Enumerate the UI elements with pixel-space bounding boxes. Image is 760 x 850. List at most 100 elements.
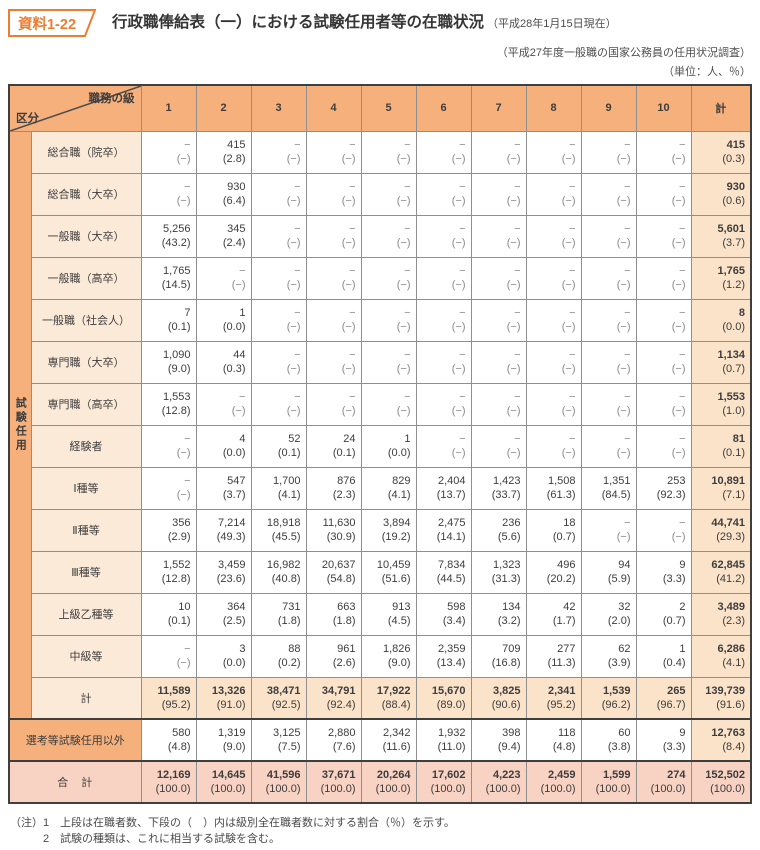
data-cell: 1,319 (9.0)	[195, 718, 252, 762]
cell-count: 20,264	[376, 769, 411, 781]
column-header-grade-2: 2	[195, 84, 252, 132]
cell-percent: (−)	[561, 447, 576, 459]
data-cell: 1,553 (12.8)	[140, 382, 197, 426]
cell-count: −	[294, 181, 301, 193]
cell-percent: (−)	[671, 531, 686, 543]
cell-percent: (−)	[451, 195, 466, 207]
data-cell: 356 (2.9)	[140, 508, 197, 552]
data-cell: − (−)	[415, 382, 472, 426]
cell-count: −	[514, 223, 521, 235]
cell-count: 7,214	[217, 517, 246, 529]
row-label: 専門職（高卒）	[30, 382, 142, 426]
cell-count: 1	[239, 307, 246, 319]
cell-percent: (−)	[341, 363, 356, 375]
cell-percent: (96.7)	[656, 698, 686, 711]
cell-percent: (3.3)	[662, 573, 686, 585]
cell-count: −	[404, 181, 411, 193]
cell-count: 9	[679, 727, 686, 739]
cell-percent: (−)	[286, 321, 301, 333]
cell-percent: (1.0)	[722, 405, 745, 417]
cell-count: −	[404, 349, 411, 361]
cell-percent: (−)	[616, 153, 631, 165]
cell-count: 3,825	[492, 684, 521, 697]
cell-percent: (−)	[561, 153, 576, 165]
cell-count: 12,169	[156, 769, 191, 781]
cell-count: −	[404, 307, 411, 319]
cell-count: 1,932	[437, 727, 466, 739]
data-cell: 41,596 (100.0)	[250, 760, 307, 804]
row-total-cell: 1,553 (1.0)	[690, 382, 752, 426]
data-cell: 496 (20.2)	[525, 550, 582, 594]
data-cell: 3 (0.0)	[195, 634, 252, 678]
cell-count: −	[239, 391, 246, 403]
data-cell: 44 (0.3)	[195, 340, 252, 384]
cell-count: 398	[502, 727, 521, 739]
cell-percent: (−)	[561, 405, 576, 417]
row-total-cell: 10,891 (7.1)	[690, 466, 752, 510]
cell-count: 1,765	[717, 265, 745, 277]
cell-percent: (100.0)	[375, 783, 411, 795]
cell-count: −	[349, 223, 356, 235]
cell-percent: (84.5)	[601, 489, 631, 501]
cell-percent: (9.0)	[222, 741, 246, 753]
cell-percent: (−)	[341, 279, 356, 291]
data-cell: − (−)	[635, 508, 692, 552]
data-cell: − (−)	[360, 214, 417, 258]
cell-percent: (−)	[341, 195, 356, 207]
cell-percent: (100.0)	[265, 783, 301, 795]
cell-count: 1,134	[717, 349, 745, 361]
cell-count: 44	[233, 349, 246, 361]
document-header: 資料1-22 行政職俸給表（一）における試験任用者等の在職状況 （平成28年1月1…	[0, 0, 760, 37]
page-title: 行政職俸給表（一）における試験任用者等の在職状況	[112, 14, 485, 31]
cell-count: 62,845	[711, 559, 745, 571]
data-cell: 4,223 (100.0)	[470, 760, 527, 804]
data-cell: 1,765 (14.5)	[140, 256, 197, 300]
cell-percent: (20.2)	[546, 573, 576, 585]
cell-count: 415	[726, 139, 745, 151]
data-cell: 961 (2.6)	[305, 634, 362, 678]
data-cell: 10,459 (51.6)	[360, 550, 417, 594]
cell-count: 60	[618, 727, 631, 739]
cell-count: 1,826	[382, 643, 411, 655]
cell-count: 356	[172, 517, 191, 529]
cell-percent: (−)	[396, 279, 411, 291]
cell-count: 3,459	[217, 559, 246, 571]
data-cell: 4 (0.0)	[195, 424, 252, 468]
cell-percent: (2.9)	[167, 531, 191, 543]
column-header-grade-5: 5	[360, 84, 417, 132]
footnote-line: 2 試験の種類は、これに相当する試験を含む。	[10, 831, 752, 847]
data-cell: 10 (0.1)	[140, 592, 197, 636]
cell-percent: (−)	[341, 153, 356, 165]
cell-percent: (92.3)	[656, 489, 686, 501]
table-row: 中級等 − (−) 3 (0.0) 88 (0.2) 961 (2.6) 1,826 (9.0) 2,…	[9, 634, 752, 678]
data-cell: 118 (4.8)	[525, 718, 582, 762]
cell-percent: (−)	[561, 237, 576, 249]
cell-percent: (−)	[561, 321, 576, 333]
cell-count: 364	[227, 601, 246, 613]
data-cell: 415 (2.8)	[195, 130, 252, 174]
cell-percent: (−)	[451, 405, 466, 417]
cell-count: 118	[557, 727, 576, 739]
table-row: Ⅲ種等 1,552 (12.8) 3,459 (23.6) 16,982 (40.8) 20,…	[9, 550, 752, 594]
row-group-label: 試験任用	[8, 130, 32, 720]
cell-percent: (0.1)	[332, 447, 356, 459]
cell-count: −	[349, 349, 356, 361]
cell-percent: (100.0)	[485, 783, 521, 795]
cell-percent: (−)	[231, 279, 246, 291]
cell-count: −	[459, 433, 466, 445]
cell-percent: (92.5)	[271, 698, 301, 711]
cell-count: 2,475	[437, 517, 466, 529]
cell-percent: (100.0)	[320, 783, 356, 795]
cell-count: −	[349, 181, 356, 193]
data-cell: 398 (9.4)	[470, 718, 527, 762]
data-cell: − (−)	[525, 382, 582, 426]
cell-count: −	[184, 433, 191, 445]
cell-count: 6,286	[717, 643, 745, 655]
data-cell: 1,508 (61.3)	[525, 466, 582, 510]
title-wrap: 行政職俸給表（一）における試験任用者等の在職状況 （平成28年1月15日現在）	[112, 9, 617, 34]
cell-percent: (12.8)	[161, 573, 191, 585]
data-cell: 277 (11.3)	[525, 634, 582, 678]
data-cell: 2,359 (13.4)	[415, 634, 472, 678]
cell-percent: (−)	[671, 321, 686, 333]
cell-count: 496	[557, 559, 576, 571]
